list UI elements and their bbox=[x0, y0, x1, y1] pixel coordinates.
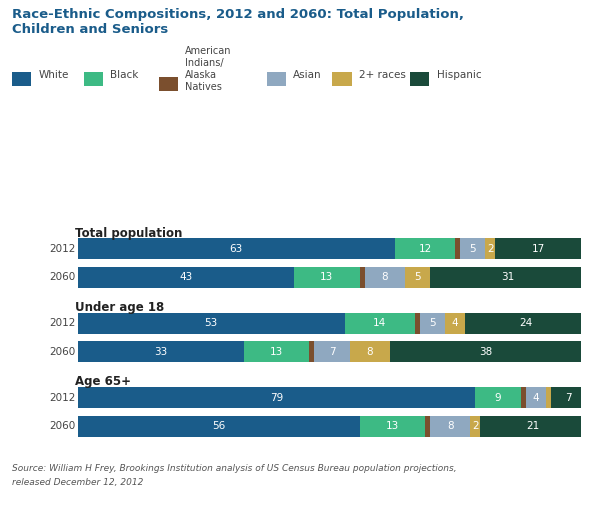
Text: 63: 63 bbox=[230, 244, 243, 254]
Text: Total population: Total population bbox=[75, 227, 183, 240]
Text: American
Indians/
Alaska
Natives: American Indians/ Alaska Natives bbox=[185, 46, 232, 92]
Bar bbox=[495, 238, 581, 260]
Text: 79: 79 bbox=[270, 393, 283, 402]
Text: 43: 43 bbox=[180, 272, 193, 282]
Text: 13: 13 bbox=[270, 347, 283, 357]
Bar bbox=[78, 387, 476, 408]
Text: 8: 8 bbox=[382, 272, 388, 282]
Bar bbox=[521, 387, 526, 408]
Text: 9: 9 bbox=[495, 393, 501, 402]
Text: 5: 5 bbox=[414, 272, 421, 282]
Bar bbox=[405, 267, 430, 288]
Bar bbox=[526, 387, 546, 408]
Bar bbox=[425, 416, 430, 436]
Text: 2060: 2060 bbox=[49, 421, 75, 431]
Text: 2: 2 bbox=[472, 421, 479, 431]
Bar bbox=[78, 267, 294, 288]
Text: 7: 7 bbox=[565, 393, 572, 402]
Text: Source: William H Frey, Brookings Institution analysis of US Census Bureau popul: Source: William H Frey, Brookings Instit… bbox=[12, 464, 456, 473]
Text: Race-Ethnic Compositions, 2012 and 2060: Total Population,: Race-Ethnic Compositions, 2012 and 2060:… bbox=[12, 8, 464, 21]
Bar bbox=[415, 313, 420, 334]
Text: released December 12, 2012: released December 12, 2012 bbox=[12, 478, 143, 487]
Bar bbox=[244, 341, 309, 362]
Text: Age 65+: Age 65+ bbox=[75, 375, 131, 388]
Bar bbox=[78, 313, 344, 334]
Text: 13: 13 bbox=[320, 272, 334, 282]
Text: 24: 24 bbox=[519, 318, 533, 328]
Text: 5: 5 bbox=[470, 244, 476, 254]
Text: 13: 13 bbox=[386, 421, 399, 431]
Bar bbox=[390, 341, 581, 362]
Text: 31: 31 bbox=[501, 272, 515, 282]
Text: 53: 53 bbox=[205, 318, 218, 328]
Text: 2060: 2060 bbox=[49, 347, 75, 357]
Bar bbox=[476, 387, 521, 408]
Text: 21: 21 bbox=[527, 421, 540, 431]
Bar bbox=[460, 238, 485, 260]
Bar bbox=[395, 238, 455, 260]
Bar bbox=[359, 267, 365, 288]
Bar bbox=[420, 313, 445, 334]
Bar bbox=[546, 387, 551, 408]
Text: Children and Seniors: Children and Seniors bbox=[12, 23, 168, 36]
Text: Hispanic: Hispanic bbox=[437, 70, 481, 80]
Text: 56: 56 bbox=[212, 421, 225, 431]
Bar bbox=[78, 238, 395, 260]
Text: Black: Black bbox=[110, 70, 138, 80]
Text: Asian: Asian bbox=[293, 70, 322, 80]
Text: White: White bbox=[38, 70, 69, 80]
Bar bbox=[365, 267, 405, 288]
Bar bbox=[470, 416, 480, 436]
Text: 38: 38 bbox=[479, 347, 492, 357]
Bar bbox=[465, 313, 586, 334]
Bar bbox=[445, 313, 465, 334]
Bar bbox=[430, 416, 470, 436]
Bar bbox=[78, 416, 359, 436]
Bar bbox=[350, 341, 390, 362]
Bar bbox=[359, 416, 425, 436]
Text: 2012: 2012 bbox=[49, 244, 75, 254]
Text: Under age 18: Under age 18 bbox=[75, 301, 165, 314]
Bar bbox=[480, 416, 586, 436]
Text: 33: 33 bbox=[155, 347, 168, 357]
Bar bbox=[551, 387, 586, 408]
Bar bbox=[309, 341, 314, 362]
Bar bbox=[485, 238, 495, 260]
Text: 4: 4 bbox=[452, 318, 459, 328]
Bar bbox=[314, 341, 350, 362]
Bar bbox=[455, 238, 460, 260]
Text: 8: 8 bbox=[447, 421, 453, 431]
Text: 2: 2 bbox=[487, 244, 494, 254]
Text: 12: 12 bbox=[419, 244, 432, 254]
Text: 2012: 2012 bbox=[49, 318, 75, 328]
Bar bbox=[344, 313, 415, 334]
Text: 2012: 2012 bbox=[49, 393, 75, 402]
Text: 14: 14 bbox=[373, 318, 386, 328]
Text: 2+ races: 2+ races bbox=[359, 70, 406, 80]
Bar bbox=[430, 267, 586, 288]
Text: 17: 17 bbox=[532, 244, 545, 254]
Text: 7: 7 bbox=[329, 347, 335, 357]
Text: 5: 5 bbox=[429, 318, 436, 328]
Text: 8: 8 bbox=[367, 347, 373, 357]
Text: 2060: 2060 bbox=[49, 272, 75, 282]
Bar bbox=[78, 341, 244, 362]
Text: 4: 4 bbox=[533, 393, 539, 402]
Bar bbox=[294, 267, 359, 288]
